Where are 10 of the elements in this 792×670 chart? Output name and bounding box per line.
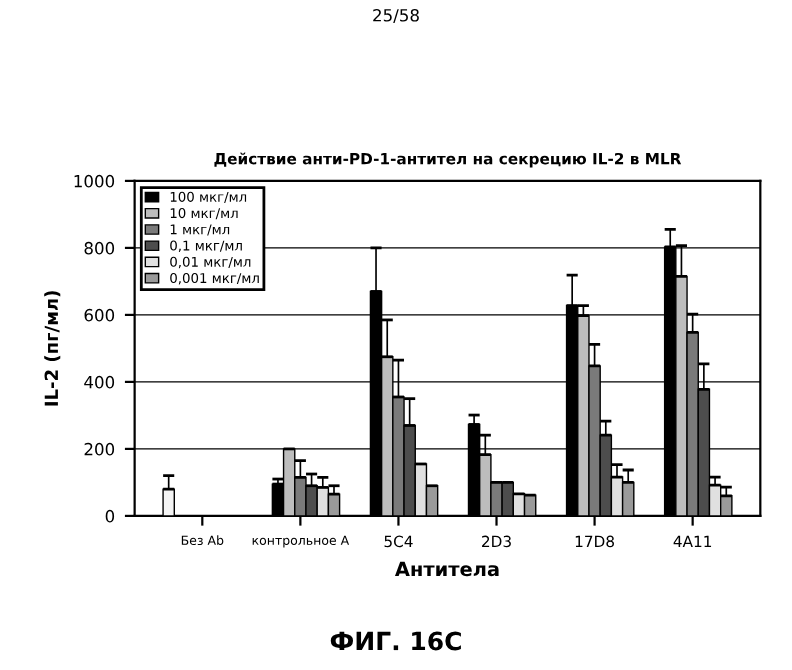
x-axis-title: Антитела [394,561,499,577]
text: 25/58 [373,8,419,23]
y-tick-label: 200 [84,442,115,456]
y-tick-label: 0 [105,509,115,523]
y-tick-label: 1000 [74,174,115,188]
y-tick-label: 600 [84,308,115,322]
y-tick-label: 400 [84,375,115,389]
y-axis-title: IL-2 (пг/мл) [44,291,61,406]
y-tick-label: 800 [84,241,115,255]
text: ФИГ. 16C [330,631,461,651]
